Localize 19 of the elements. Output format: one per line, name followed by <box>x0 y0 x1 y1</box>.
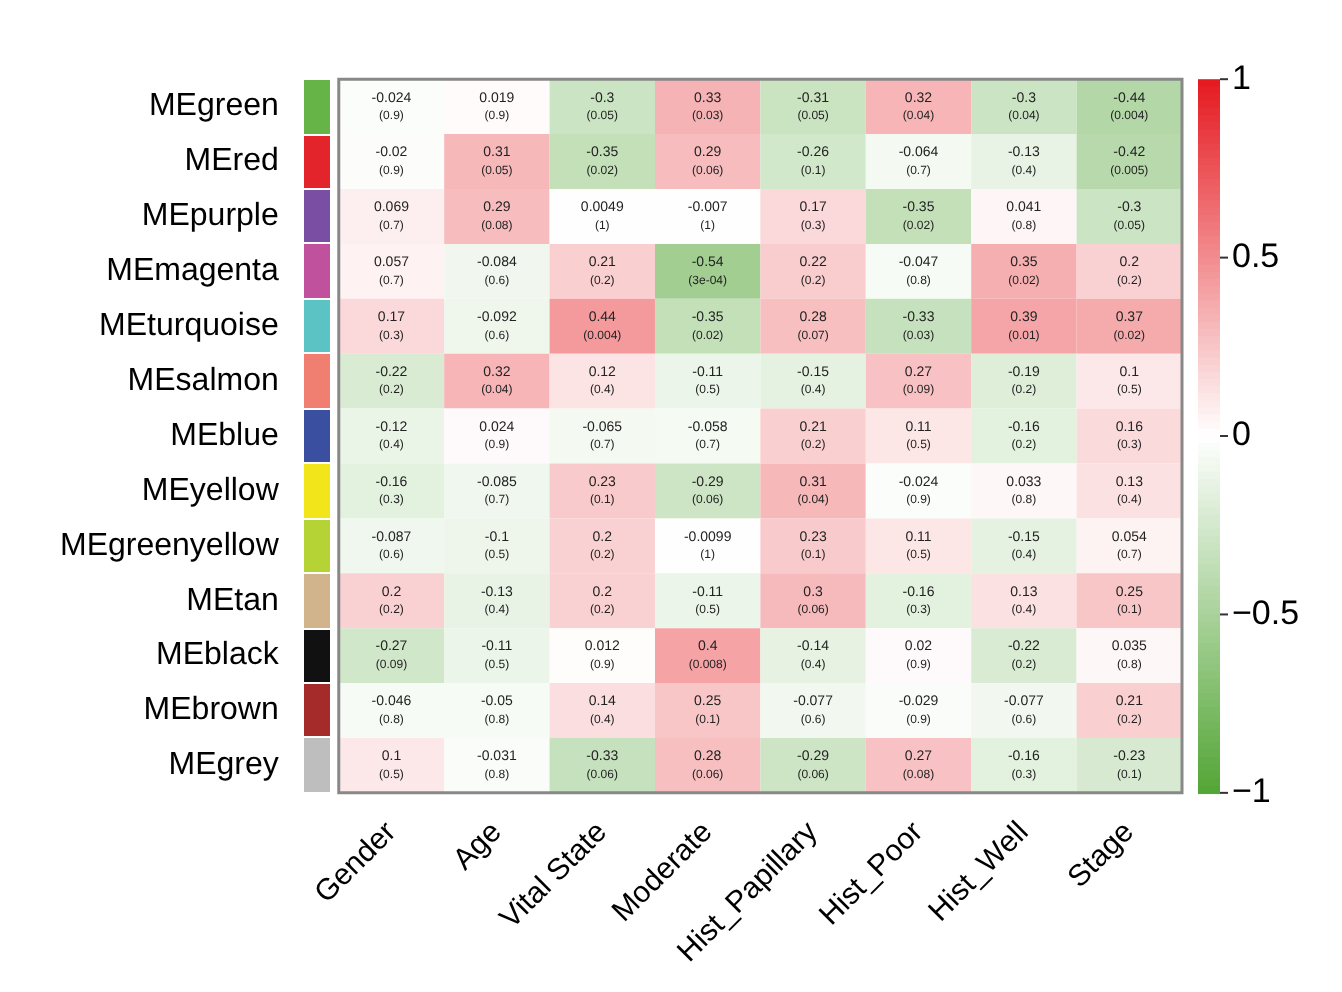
y-tick-label: MEsalmon <box>127 363 279 398</box>
y-tick-label: MEyellow <box>141 473 280 508</box>
color-bar-label: 1 <box>1232 58 1251 97</box>
color-bar-label: −1 <box>1232 772 1271 811</box>
y-tick-label: MEbrown <box>143 693 279 728</box>
y-tick-label: MEgrey <box>168 748 279 783</box>
y-tick-label: MEred <box>184 144 279 179</box>
y-tick-label: MEgreen <box>148 89 279 124</box>
y-tick-label: MEturquoise <box>99 309 279 344</box>
y-tick-label: MEgreenyellow <box>59 528 280 563</box>
x-tick-label: Age <box>446 815 509 877</box>
y-tick-label: MEblack <box>156 638 281 673</box>
y-tick-label: MEblue <box>170 418 279 453</box>
color-bar-label: −0.5 <box>1232 593 1300 632</box>
y-tick-label: MEpurple <box>141 199 279 234</box>
color-bar-label: 0 <box>1232 415 1251 454</box>
y-tick-label: MEtan <box>186 583 279 618</box>
color-bar-label: 0.5 <box>1232 236 1280 275</box>
y-tick-label: MEmagenta <box>106 254 279 289</box>
